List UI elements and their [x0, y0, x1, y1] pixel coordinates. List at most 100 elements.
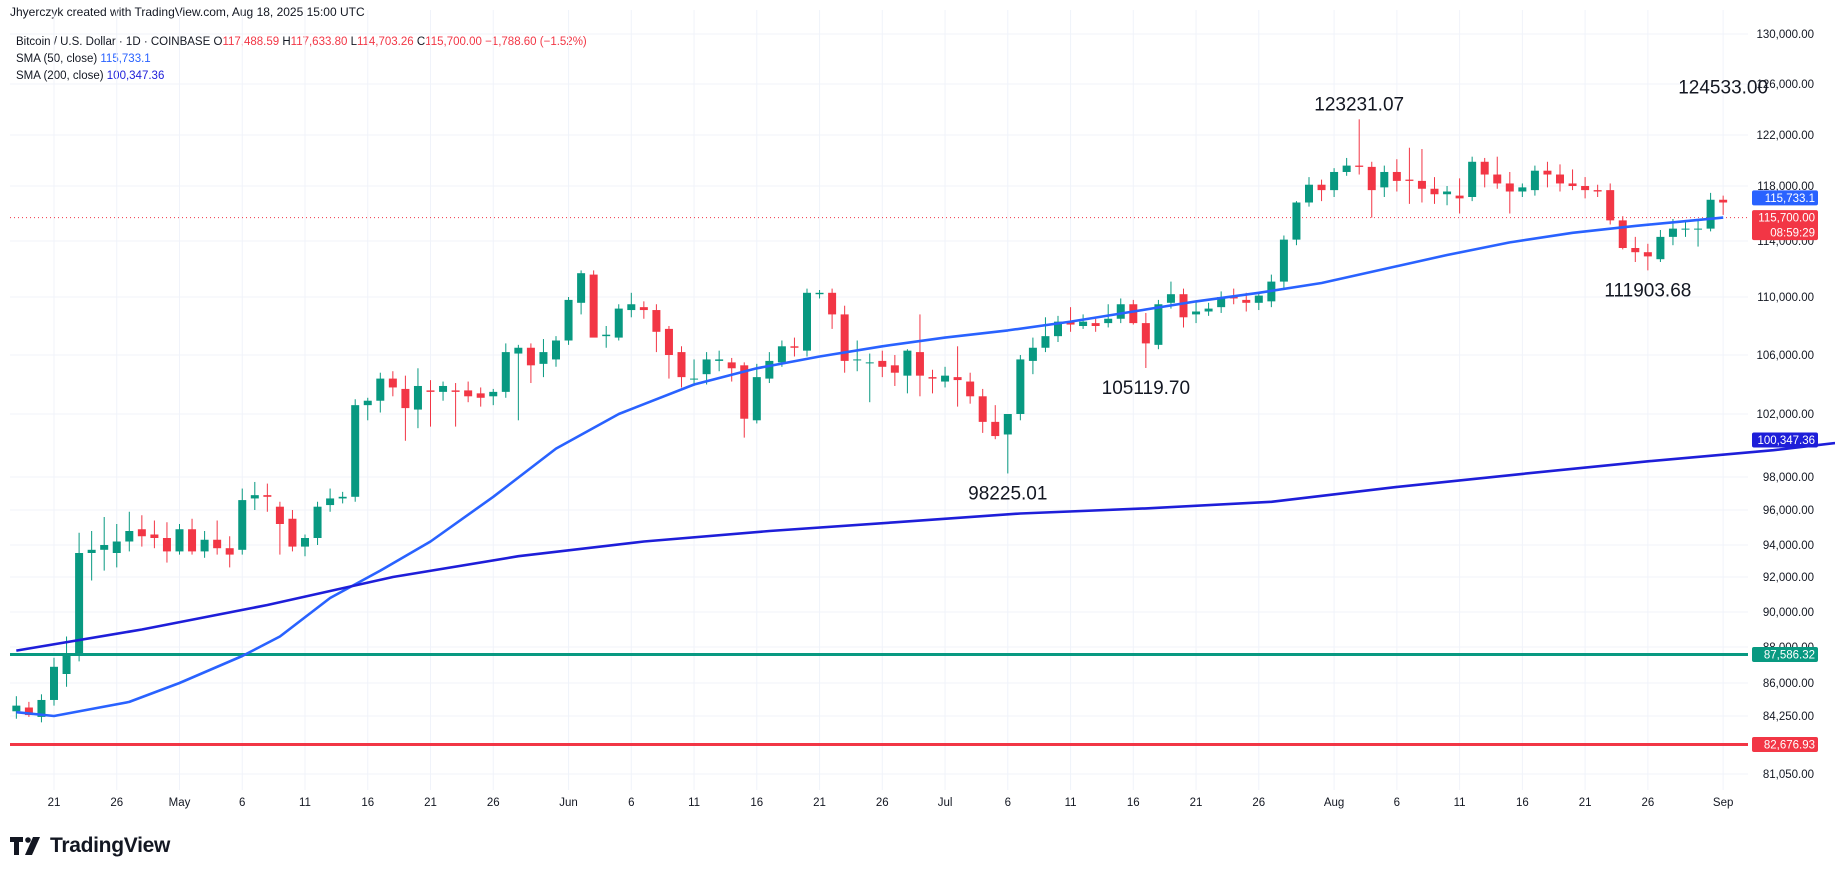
candle-body — [24, 707, 33, 716]
candle-body — [451, 390, 460, 392]
candle-body — [752, 377, 761, 421]
candle-body — [1668, 228, 1677, 237]
price-axis[interactable]: 81,050.0084,250.0086,000.0088,000.0090,0… — [1756, 29, 1814, 781]
candle — [1141, 312, 1150, 368]
candle-body — [50, 666, 58, 700]
time-axis-label: 16 — [750, 797, 763, 809]
candle-body — [702, 359, 711, 375]
candle-body — [1656, 236, 1665, 260]
sma50-legend-label: SMA (50, close) — [16, 53, 98, 65]
candle — [1694, 220, 1703, 247]
candle — [263, 483, 272, 512]
candle-body — [1054, 321, 1062, 337]
candle-body — [162, 538, 171, 552]
candle — [978, 388, 987, 433]
candle — [188, 518, 197, 555]
candle — [815, 290, 824, 299]
current-price-tag: 115,700.00 — [1758, 213, 1815, 225]
candle — [1556, 164, 1564, 192]
candle — [1681, 220, 1690, 237]
candle-body — [639, 307, 648, 311]
candle — [288, 510, 297, 552]
price-axis-label: 102,000.00 — [1756, 409, 1814, 421]
candle-body — [376, 378, 385, 401]
candle-body — [966, 381, 975, 397]
candle — [75, 532, 84, 662]
candle — [1719, 195, 1728, 215]
candle-body — [539, 352, 548, 364]
candle — [100, 517, 109, 571]
candle-body — [865, 362, 874, 364]
candle — [238, 488, 247, 555]
sma200-legend-row[interactable]: SMA (200, close) 100,347.36 — [16, 68, 587, 85]
sma50-legend-value: 115,733.1 — [100, 53, 151, 65]
candle-body — [213, 539, 222, 549]
candle-body — [1367, 166, 1376, 191]
candle — [162, 522, 171, 563]
candle-body — [1141, 323, 1150, 344]
tradingview-logo[interactable]: TradingView — [10, 834, 170, 858]
candle-body — [1606, 190, 1615, 221]
candle-body — [413, 385, 422, 410]
time-axis-label: 11 — [688, 797, 700, 809]
candle — [1179, 288, 1188, 328]
candle — [1342, 157, 1351, 176]
chart-credit-line: Jhyerczyk created with TradingView.com, … — [10, 5, 365, 19]
tradingview-logo-text: TradingView — [50, 834, 171, 857]
candle — [1618, 216, 1627, 250]
candle — [1305, 177, 1313, 207]
candle-body — [664, 328, 673, 355]
support-lower-tag-bg — [1752, 737, 1818, 753]
candle-body — [75, 553, 84, 656]
candle-body — [1116, 304, 1125, 319]
candle — [213, 520, 222, 555]
sma50-legend-row[interactable]: SMA (50, close) 115,733.1 — [16, 51, 587, 68]
candle-body — [112, 541, 121, 553]
candle-body — [489, 391, 498, 397]
candle-body — [526, 347, 535, 366]
candle-body — [1204, 308, 1213, 312]
candle-body — [326, 498, 335, 506]
price-axis-label: 98,000.00 — [1763, 472, 1814, 484]
high-label: H — [282, 36, 291, 48]
candle — [1405, 147, 1414, 204]
candle — [1505, 171, 1514, 214]
candle — [614, 304, 623, 341]
candle — [1543, 161, 1552, 188]
price-axis-label: 126,000.00 — [1756, 79, 1814, 91]
candle — [1041, 317, 1050, 353]
grid-layer — [10, 10, 1748, 790]
time-axis-label: 11 — [1065, 797, 1077, 809]
price-axis-label: 84,250.00 — [1763, 711, 1814, 723]
candle — [1631, 236, 1640, 262]
candle — [489, 388, 498, 406]
candle — [451, 383, 460, 427]
candle — [1455, 178, 1464, 214]
candle — [953, 346, 962, 407]
ohlc-legend-row: Bitcoin / U.S. Dollar · 1D · COINBASE O1… — [16, 34, 587, 51]
candle-body — [1380, 171, 1389, 188]
candle-body — [790, 346, 799, 348]
candle-body — [1455, 195, 1464, 199]
symbol-label[interactable]: Bitcoin / U.S. Dollar · 1D · COINBASE — [16, 36, 211, 48]
price-annotation: 105119.70 — [1102, 378, 1190, 399]
time-axis[interactable]: 21 26 May 6 11 16 21 26 Jun 6 11 16 21 26 Jul 6 11 16 21 26… — [48, 797, 1734, 809]
candle — [275, 501, 284, 555]
price-axis-label: 94,000.00 — [1763, 540, 1814, 552]
candle — [803, 288, 811, 357]
candle — [589, 270, 598, 338]
candle-body — [677, 352, 686, 378]
candle-body — [978, 396, 987, 422]
candle — [200, 531, 209, 558]
price-tags-layer: 87,586.32 82,676.93 100,347.36 115,733.1 115… — [1752, 190, 1818, 753]
candle — [928, 369, 937, 394]
candle-body — [1468, 161, 1477, 197]
candle — [577, 270, 586, 315]
candle-body — [1305, 184, 1313, 203]
price-chart[interactable]: 123231.07 124533.00 111903.68 105119.70 9822… — [0, 0, 1835, 820]
candle — [62, 636, 71, 687]
candle-body — [903, 350, 912, 376]
candle — [828, 288, 837, 329]
candle — [250, 481, 259, 510]
candle — [526, 343, 535, 384]
